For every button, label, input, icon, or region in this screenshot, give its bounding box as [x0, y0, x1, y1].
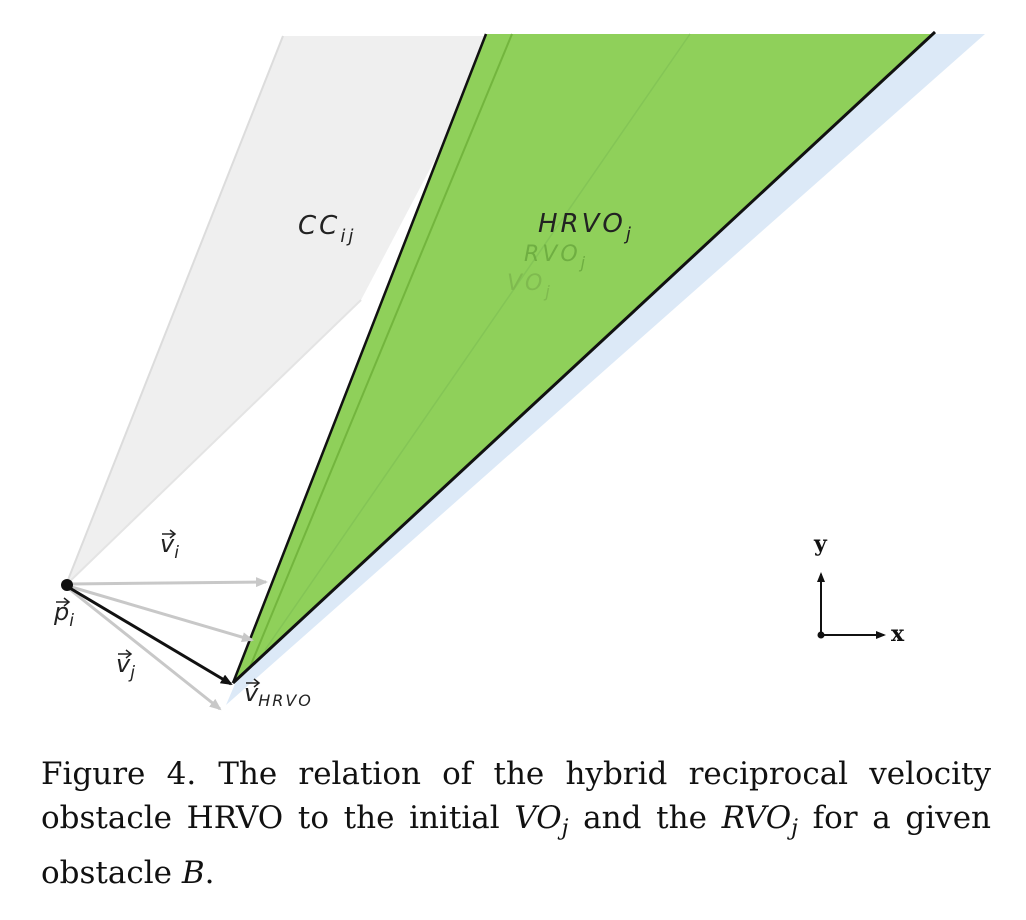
- collision-cone: [66, 36, 500, 585]
- x-axis-label: x: [891, 621, 905, 647]
- hrvo-right-edge: [231, 30, 937, 685]
- vo-edge: [264, 33, 691, 651]
- rvo-apex-vector: [67, 584, 254, 642]
- caption-text: The relation of the hybrid reciprocal ve…: [41, 756, 991, 891]
- svg-text:vi: vi: [160, 530, 179, 563]
- hrvo-left-edge: [231, 33, 488, 684]
- hrvo-label: HRVOj: [538, 209, 634, 245]
- caption-segment: j: [561, 816, 569, 842]
- v-hrvo-vector: [67, 585, 233, 686]
- rvo-edge: [249, 33, 513, 668]
- svg-text:vj: vj: [116, 650, 135, 683]
- y-axis-label: y: [813, 531, 828, 557]
- caption-segment: VO: [514, 800, 562, 836]
- vj-label: vj: [116, 649, 135, 683]
- caption-segment: j: [791, 816, 798, 842]
- hrvo-diagram: CCij HRVOj RVOj VOj vi pi vj vHRVO: [53, 30, 985, 711]
- pi-label: pi: [53, 597, 74, 631]
- caption-segment: The relation of the hybrid reciprocal ve…: [41, 756, 991, 836]
- coordinate-axes: y x: [813, 531, 905, 647]
- caption-segment: RVO: [721, 800, 792, 836]
- axes-origin: [817, 631, 825, 639]
- caption-segment: .: [204, 855, 215, 892]
- agent-position-point: [61, 579, 73, 591]
- collision-cone-edge: [65, 35, 284, 586]
- caption-segment: B: [181, 855, 205, 892]
- vi-label: vi: [160, 529, 179, 563]
- vo-region: [226, 34, 985, 705]
- vi-vector: [67, 577, 268, 588]
- vj-vector: [67, 586, 222, 711]
- collision-cone-edge: [65, 299, 362, 586]
- v-hrvo-label: vHRVO: [244, 678, 311, 710]
- figure-number: Figure 4.: [41, 756, 197, 792]
- caption-segment: for a given obstacle: [41, 800, 992, 892]
- svg-text:pi: pi: [53, 598, 74, 631]
- figure-caption: Figure 4. The relation of the hybrid reci…: [41, 752, 991, 895]
- rvo-label: RVOj: [524, 242, 588, 272]
- cc-label: CCij: [298, 211, 356, 247]
- caption-segment: and the: [568, 800, 722, 836]
- vo-label: VOj: [507, 271, 553, 301]
